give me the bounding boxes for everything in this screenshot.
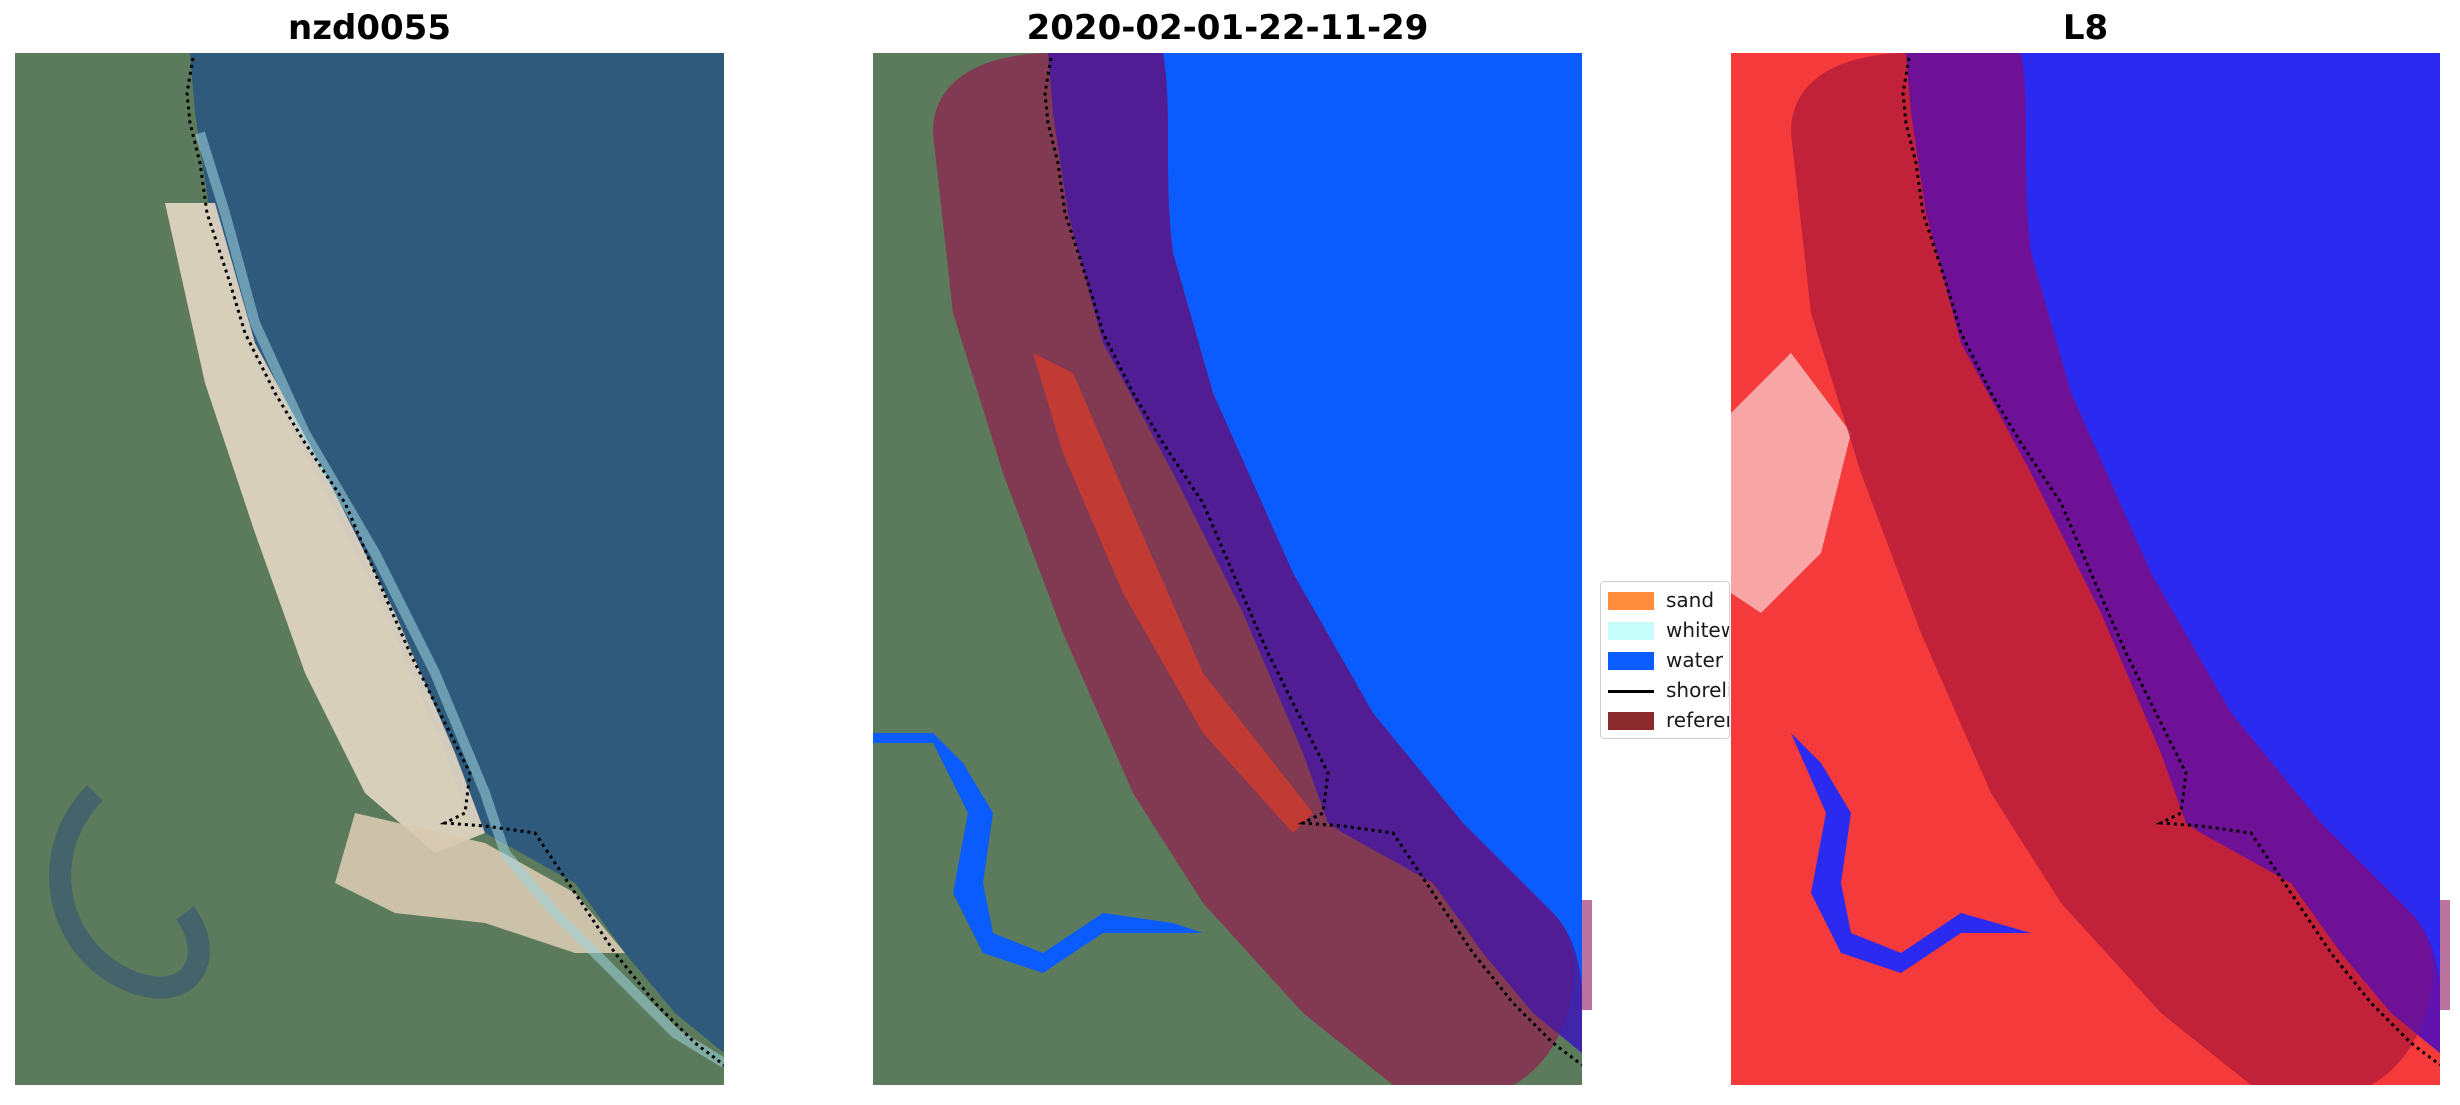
- buffer-over-water: [1906, 53, 2440, 1053]
- detected-shoreline: [1901, 57, 2440, 1067]
- legend-label: reference shoreline buffer: [1666, 708, 1729, 732]
- panel-title-rgb: nzd0055: [288, 8, 451, 48]
- legend-item-water: water: [1601, 645, 1729, 675]
- river-channel: [49, 785, 210, 999]
- legend-item-shoreline: shoreline: [1601, 675, 1729, 705]
- classified-image: [873, 53, 1582, 1085]
- river-mouth-sand: [335, 813, 625, 953]
- water-swatch: [1608, 652, 1654, 670]
- panel-title-index: L8: [2062, 8, 2109, 48]
- panel-title-classified: 2020-02-01-22-11-29: [1026, 8, 1429, 48]
- legend-label: shoreline: [1666, 678, 1729, 702]
- detected-shoreline: [1043, 57, 1582, 1067]
- index-light-patch: [1731, 353, 1851, 613]
- detected-shoreline: [185, 57, 724, 1067]
- legend-item-sand: sand: [1601, 585, 1729, 615]
- sand-class-area: [1033, 353, 1313, 833]
- reference-buffer-swatch: [1608, 712, 1654, 730]
- surf-zone: [195, 131, 724, 1068]
- buffer-edge-marker: [1582, 900, 1592, 1010]
- rgb-satellite-image: [15, 53, 724, 1085]
- legend-item-reference: reference shoreline buffer: [1601, 705, 1729, 735]
- rgb-image-svg: [15, 53, 724, 1085]
- index-image-svg: [1731, 53, 2440, 1085]
- sand-swatch: [1608, 592, 1654, 610]
- water-index-image: [1731, 53, 2440, 1085]
- beach-sand: [165, 203, 485, 853]
- buffer-edge-marker: [2440, 900, 2450, 1010]
- classified-image-svg: [873, 53, 1582, 1085]
- whitewater-swatch: [1608, 622, 1654, 640]
- legend-label: water: [1666, 648, 1723, 672]
- buffer-over-water: [1048, 53, 1582, 1053]
- shoreline-line-swatch: [1608, 690, 1654, 693]
- legend-label: sand: [1666, 588, 1715, 612]
